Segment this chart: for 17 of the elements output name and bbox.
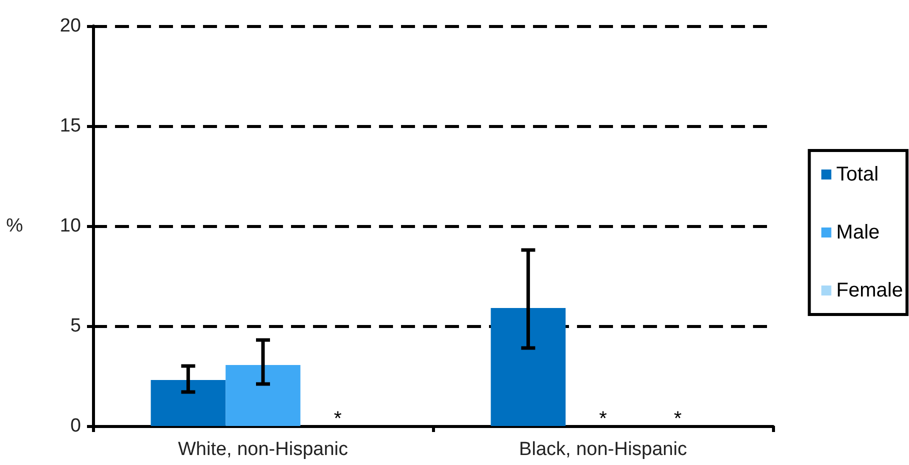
text: *: [674, 408, 682, 430]
bar: [490, 308, 566, 426]
y-tick-label: 20: [60, 16, 81, 36]
bar: [226, 365, 300, 426]
y-tick-label: 15: [60, 116, 81, 136]
legend-label: Male: [836, 222, 880, 244]
legend-label: Female: [836, 280, 904, 302]
x-tick-label: White, non-Hispanic: [178, 439, 348, 460]
y-tick-label: 0: [70, 416, 81, 436]
text: *: [334, 408, 342, 430]
bar: [150, 380, 226, 426]
y-tick-label: 5: [70, 316, 81, 336]
y-axis-title: %: [6, 216, 24, 236]
text: *: [599, 408, 607, 430]
y-tick-label: 10: [60, 216, 81, 236]
legend-label: Total: [836, 164, 879, 186]
x-tick-label: Black, non-Hispanic: [519, 439, 687, 460]
